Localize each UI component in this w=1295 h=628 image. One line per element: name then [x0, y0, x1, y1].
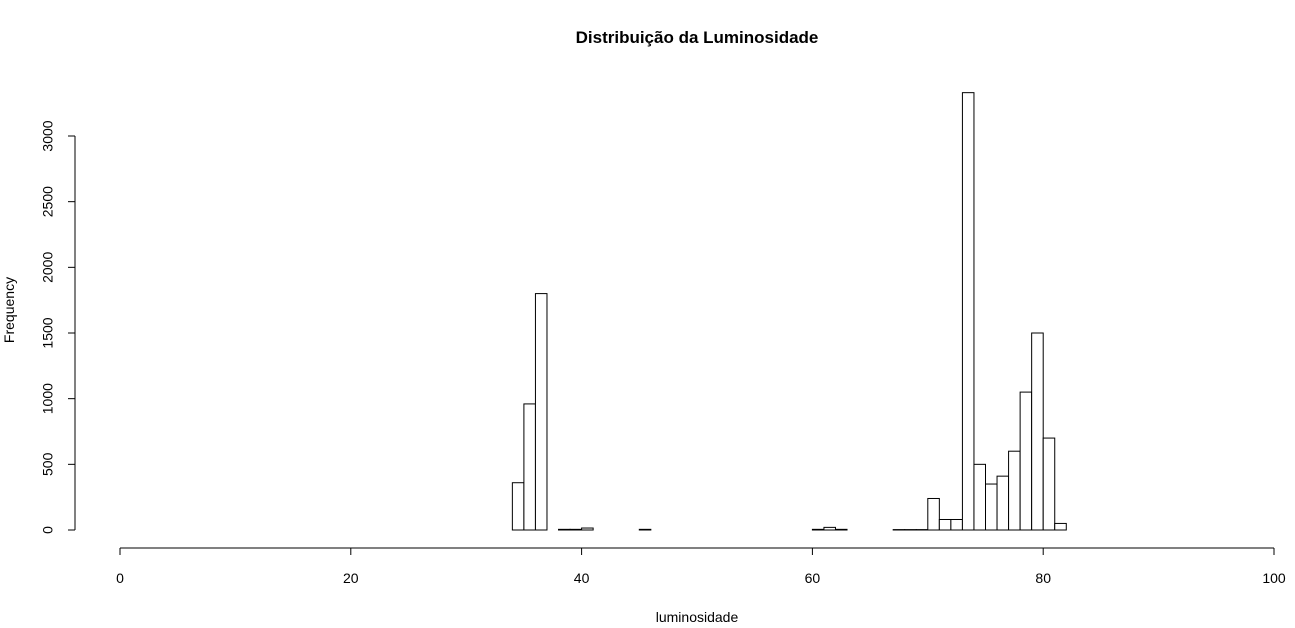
y-tick-label: 1500 [40, 317, 56, 348]
bar [1031, 332, 1044, 531]
x-tick-label: 80 [1035, 570, 1051, 586]
bar [973, 463, 987, 531]
x-axis-label: luminosidade [656, 609, 739, 625]
bar [581, 527, 594, 531]
bar [1019, 391, 1033, 531]
x-tick-label: 60 [805, 570, 821, 586]
bar [985, 483, 998, 531]
y-tick-label: 1000 [40, 383, 56, 414]
bar [996, 475, 1010, 531]
bar [1042, 437, 1056, 531]
bar [834, 528, 848, 531]
y-tick-label: 0 [40, 526, 56, 534]
y-tick-label: 2500 [40, 186, 56, 217]
bar [823, 526, 836, 531]
bar [638, 528, 652, 531]
x-tick-label: 0 [116, 570, 124, 586]
x-tick-label: 40 [574, 570, 590, 586]
bar [511, 482, 525, 531]
bar [534, 293, 548, 531]
bar [1008, 450, 1021, 531]
bar [938, 518, 952, 531]
bar [569, 528, 583, 531]
chart-title: Distribuição da Luminosidade [576, 28, 819, 47]
bar [950, 518, 963, 531]
y-axis-label: Frequency [1, 277, 17, 343]
bar [523, 403, 536, 531]
bar [927, 497, 940, 531]
x-tick-label: 100 [1262, 570, 1286, 586]
y-tick-label: 3000 [40, 120, 56, 151]
bar [558, 528, 571, 531]
bar [811, 528, 825, 531]
y-tick-label: 500 [40, 452, 56, 476]
bar [961, 92, 975, 531]
y-tick-label: 2000 [40, 252, 56, 283]
x-tick-label: 20 [343, 570, 359, 586]
bar [1054, 522, 1067, 531]
